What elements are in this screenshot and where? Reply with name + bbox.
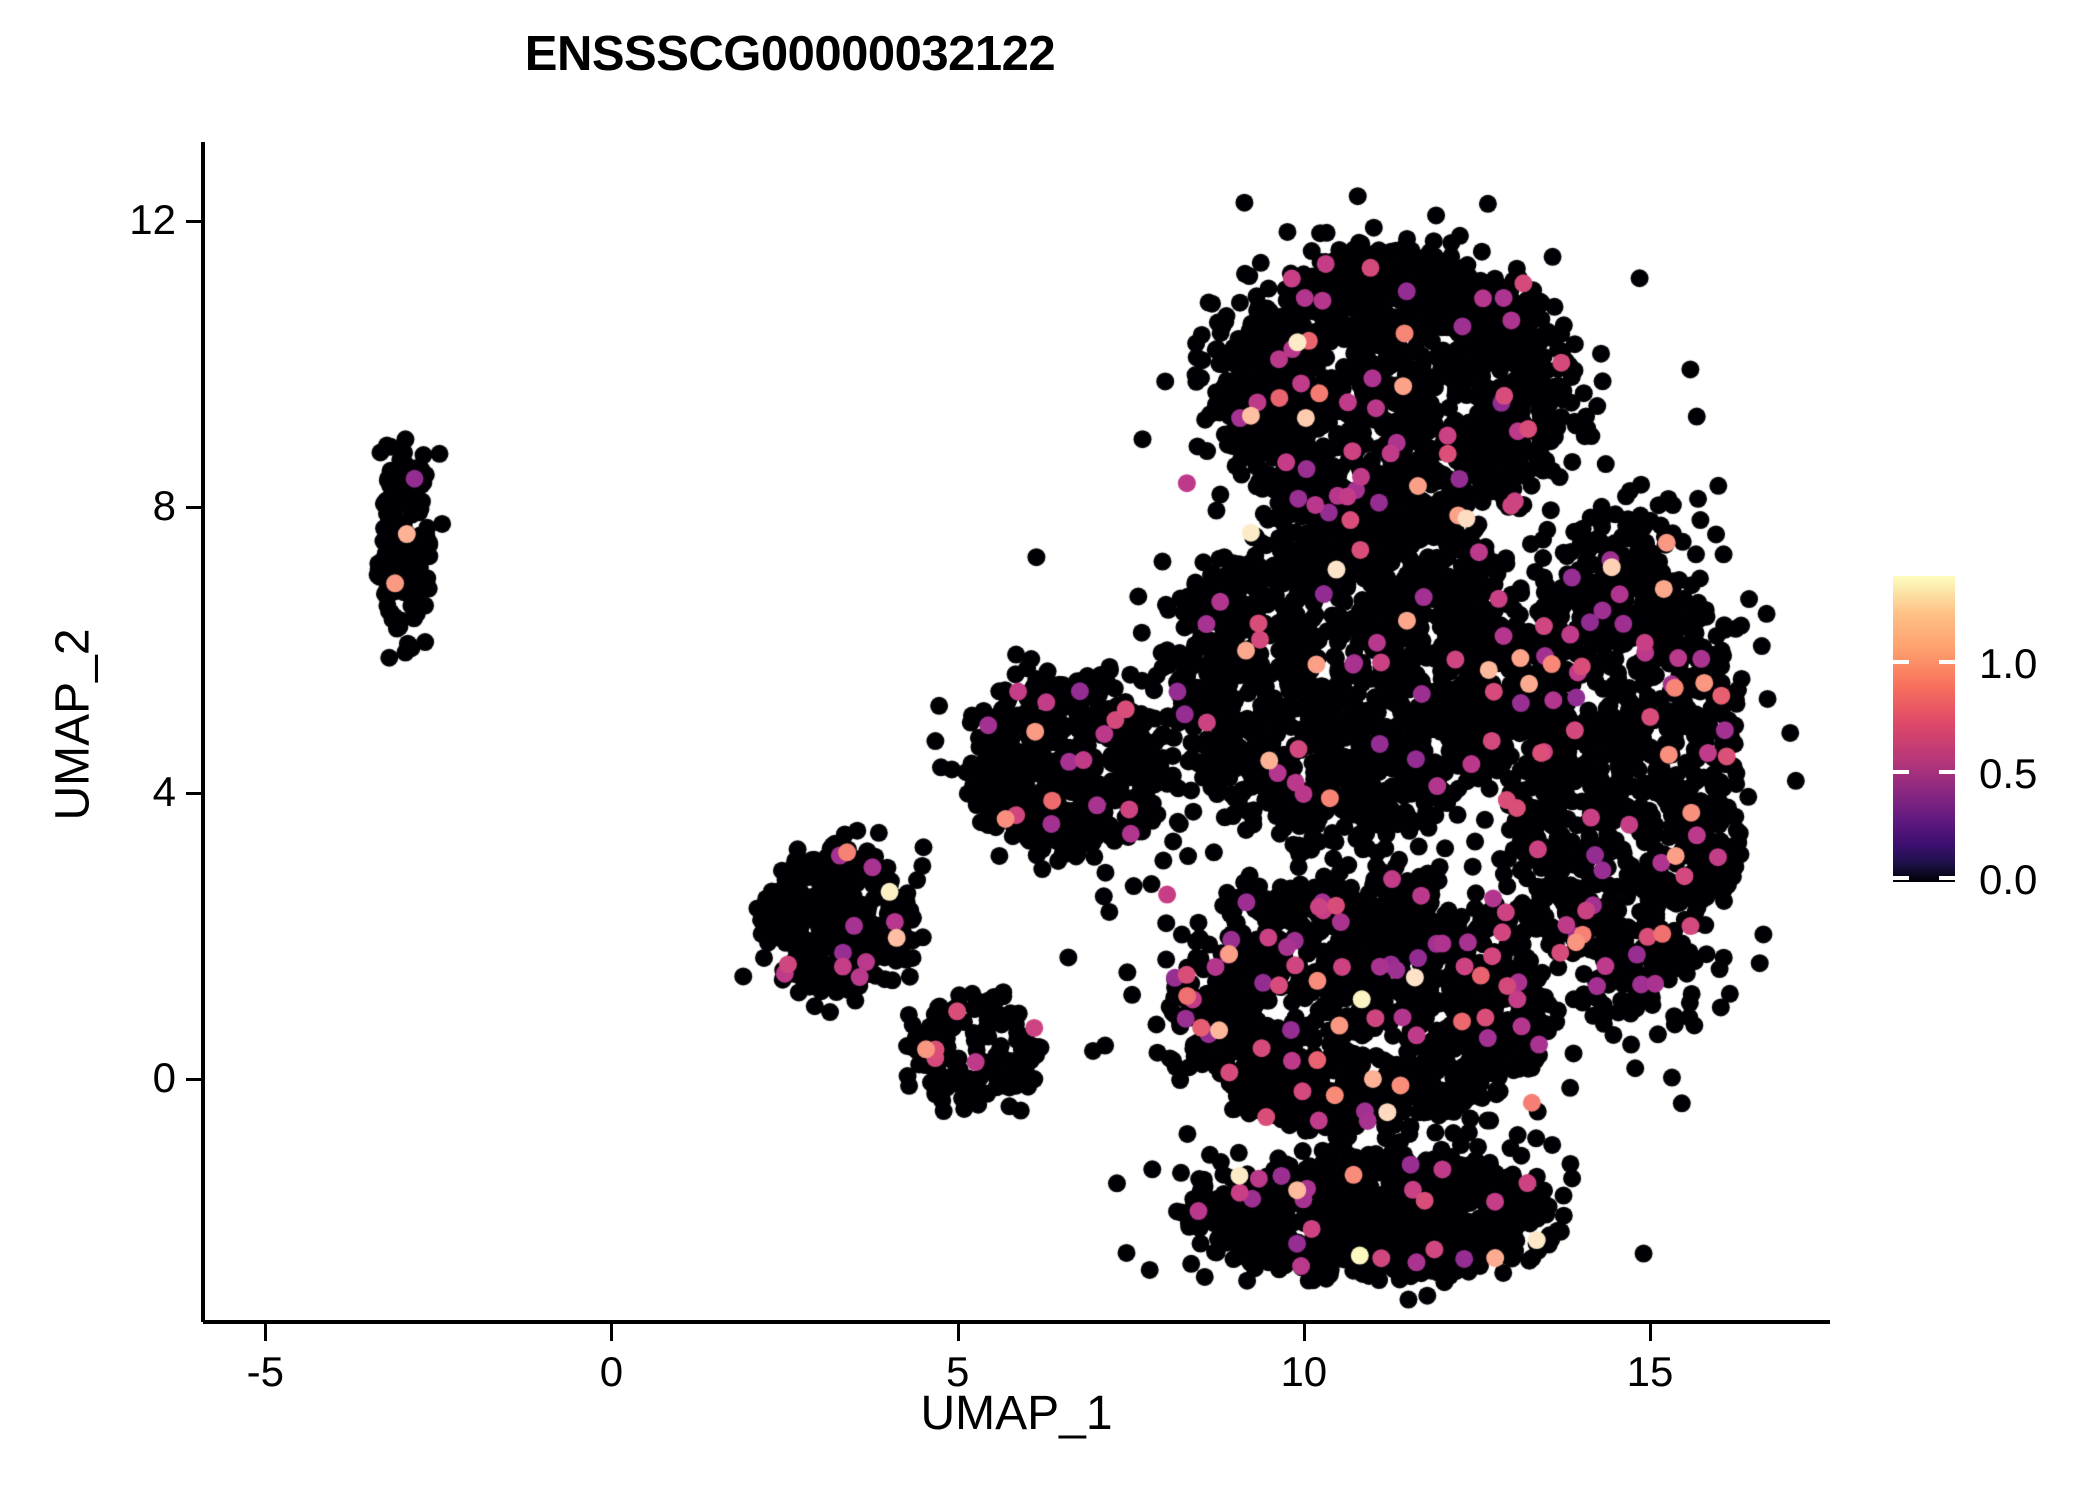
y-tick-0 (186, 1077, 203, 1081)
y-axis-line (201, 142, 205, 1322)
x-tick-5 (956, 1324, 960, 1341)
y-tick-label-wrap: 12 (96, 196, 176, 246)
x-axis-title: UMAP_1 (920, 1387, 1113, 1440)
colorbar-tick-1-right (1939, 660, 1955, 664)
colorbar-tick-1-left (1893, 660, 1909, 664)
y-tick-label-wrap: 0 (96, 1054, 176, 1104)
y-tick-label-12: 12 (129, 195, 176, 243)
y-tick-8 (186, 505, 203, 509)
y-tick-label-0: 0 (152, 1053, 176, 1101)
colorbar-tick-05-left (1893, 770, 1909, 774)
x-tick-label-0: 0 (599, 1348, 624, 1395)
x-tick-10 (1302, 1324, 1306, 1341)
scatter-canvas (203, 142, 1830, 1322)
y-tick-12 (186, 219, 203, 223)
x-tick--5 (264, 1324, 268, 1341)
colorbar-label-0: 0.0 (1979, 856, 2038, 903)
colorbar-label-1: 1.0 (1979, 640, 2038, 687)
x-axis-line (203, 1320, 1830, 1324)
y-tick-4 (186, 791, 203, 795)
colorbar-tick-05-right (1939, 770, 1955, 774)
colorbar-tick-0-right (1939, 876, 1955, 880)
x-tick-15 (1648, 1324, 1652, 1341)
y-tick-label-4: 4 (152, 767, 176, 815)
plot-panel (203, 142, 1830, 1322)
x-tick-0 (610, 1324, 614, 1341)
y-axis-title: UMAP_2 (46, 628, 100, 821)
x-tick-label-5: 5 (945, 1348, 970, 1395)
x-tick-label--5: -5 (246, 1348, 284, 1395)
y-tick-label-wrap: 4 (96, 768, 176, 818)
colorbar-gradient (1893, 576, 1955, 882)
x-tick-label-10: 10 (1280, 1348, 1328, 1395)
y-tick-label-8: 8 (152, 481, 176, 529)
colorbar-tick-0-left (1893, 876, 1909, 880)
colorbar-label-05: 0.5 (1979, 750, 2038, 797)
x-tick-label-15: 15 (1626, 1348, 1674, 1395)
y-tick-label-wrap: 8 (96, 482, 176, 532)
page-title: ENSSSCG00000032122 (524, 27, 1056, 81)
